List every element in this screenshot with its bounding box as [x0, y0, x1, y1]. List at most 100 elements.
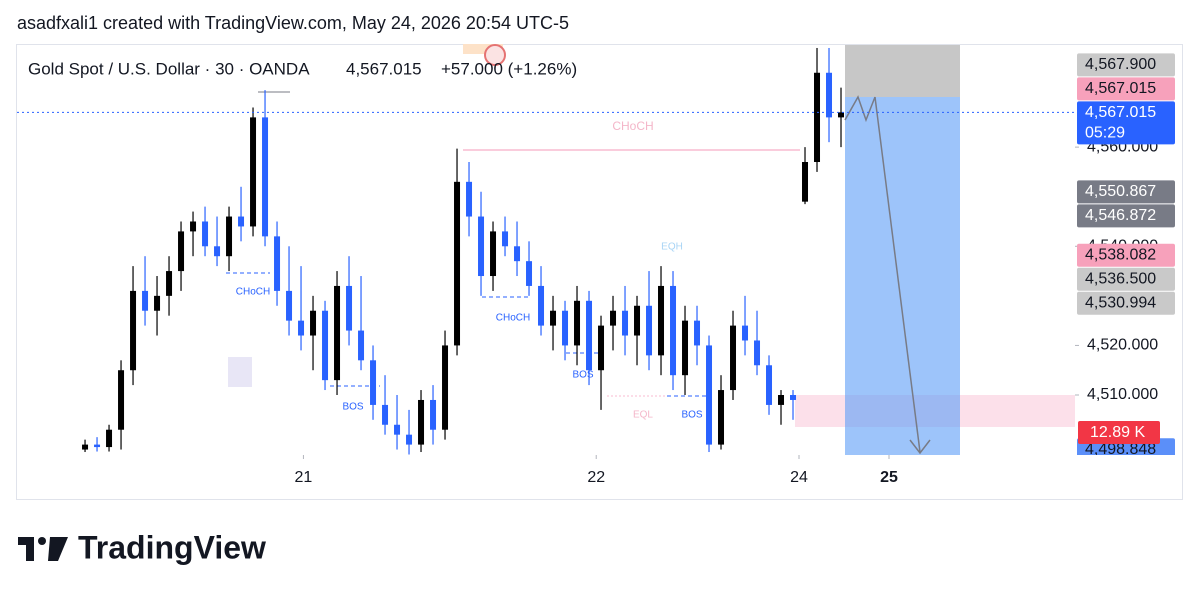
- countdown: 05:29: [1085, 125, 1125, 142]
- candle-body: [454, 181, 461, 346]
- y-tick-label: 4,520.000: [1087, 337, 1158, 354]
- candle-body: [550, 310, 557, 326]
- marker: [463, 44, 503, 54]
- candle-body: [814, 72, 821, 163]
- candle-body: [490, 231, 497, 277]
- candle-body: [226, 216, 233, 257]
- candle-body: [430, 399, 437, 430]
- candle-body: [538, 285, 545, 326]
- price-label-bg: [1077, 267, 1175, 291]
- candle-body: [838, 112, 845, 118]
- y-tick-label: 4,510.000: [1087, 386, 1158, 403]
- logo-mark: [48, 537, 68, 561]
- candle-body: [262, 117, 269, 237]
- candle-body: [346, 285, 353, 331]
- candle-body: [574, 300, 581, 346]
- legend: Gold Spot / U.S. Dollar · 30 · OANDA 4,5…: [28, 59, 577, 78]
- arrow-head: [909, 439, 931, 455]
- price-label: 4,567.015: [1085, 104, 1156, 121]
- price-label: 4,538.082: [1085, 247, 1156, 264]
- candle-body: [646, 305, 653, 356]
- candle-body: [562, 310, 569, 346]
- candle-body: [334, 285, 341, 381]
- candle-body: [214, 246, 221, 257]
- price-label: 4,567.900: [1085, 56, 1156, 73]
- price-axis: 4,510.0004,520.0004,540.0004,560.0004,56…: [1075, 53, 1175, 458]
- candle-body: [778, 395, 785, 405]
- candle-body: [526, 261, 533, 286]
- candle-body: [250, 117, 257, 227]
- target-box: [845, 97, 960, 455]
- candle-body: [106, 429, 113, 448]
- marker-box: [228, 357, 252, 387]
- annotation: BOS: [342, 402, 363, 413]
- price-label: 4,536.500: [1085, 271, 1156, 288]
- annotation: CHoCH: [236, 287, 270, 298]
- candle-body: [190, 221, 197, 232]
- candle-body: [466, 181, 473, 217]
- x-tick-label: 22: [587, 469, 605, 486]
- candle-body: [730, 325, 737, 391]
- annotation: CHoCH: [612, 119, 653, 133]
- candle-body: [382, 404, 389, 425]
- candle-body: [658, 285, 665, 356]
- candle-body: [754, 340, 761, 366]
- annotation: CHoCH: [496, 313, 530, 324]
- drawings: [17, 95, 1075, 455]
- candle-body: [358, 330, 365, 361]
- candle-body: [598, 325, 605, 371]
- price-label: 4,530.994: [1085, 295, 1156, 312]
- candle-body: [274, 236, 281, 291]
- price-label-bg: [1077, 243, 1175, 267]
- frame: [16, 44, 1183, 500]
- candle-body: [634, 305, 641, 336]
- legend-change: +57.000 (+1.26%): [441, 59, 577, 78]
- candle-body: [514, 246, 521, 262]
- candle-body: [142, 290, 149, 311]
- annotation: EQL: [633, 410, 653, 421]
- candle-body: [622, 310, 629, 336]
- legend-price: 4,567.015: [346, 59, 422, 78]
- candle-body: [418, 399, 425, 445]
- annotation: BOS: [681, 410, 702, 421]
- candle-body: [82, 444, 89, 450]
- candle-body: [586, 300, 593, 371]
- price-label: 4,550.867: [1085, 183, 1156, 200]
- candle-body: [202, 221, 209, 247]
- price-label-bg: [1077, 291, 1175, 315]
- price-label: 4,567.015: [1085, 80, 1156, 97]
- candle-body: [742, 325, 749, 341]
- price-label-bg: [1077, 101, 1175, 145]
- x-tick-label: 24: [790, 469, 808, 486]
- candle-body: [478, 216, 485, 277]
- brand: TradingView: [78, 529, 266, 565]
- marker: [484, 44, 506, 66]
- candle-body: [394, 424, 401, 435]
- candle-body: [694, 320, 701, 346]
- stop-box: [845, 45, 960, 97]
- candle-body: [502, 231, 509, 247]
- annotation: EQH: [661, 242, 683, 253]
- price-label: 4,498.848: [1085, 441, 1156, 458]
- candle-body: [406, 434, 413, 445]
- path-drawing: [844, 95, 876, 123]
- price-label-bg: [1077, 53, 1175, 77]
- price-label-bg: [1077, 180, 1175, 204]
- candle-body: [94, 444, 101, 448]
- candle-body: [826, 72, 833, 118]
- caption: asadfxali1 created with TradingView.com,…: [17, 13, 569, 33]
- logo-mark: [38, 537, 46, 545]
- candle-body: [766, 365, 773, 405]
- logo-mark: [18, 537, 34, 561]
- candle-body: [298, 320, 305, 336]
- candle-body: [322, 310, 329, 381]
- candle-body: [286, 290, 293, 321]
- plot-area: CHoCH CHoCH CHoCH BOS BOS BOS EQH EQL: [82, 45, 1075, 455]
- price-label-bg: [1077, 204, 1175, 228]
- candle-body: [706, 345, 713, 445]
- candle-body: [118, 370, 125, 430]
- size-label: 12.89 K: [1090, 424, 1145, 441]
- candle-body: [802, 162, 809, 202]
- logo: TradingView: [18, 529, 266, 565]
- candle-body: [610, 310, 617, 326]
